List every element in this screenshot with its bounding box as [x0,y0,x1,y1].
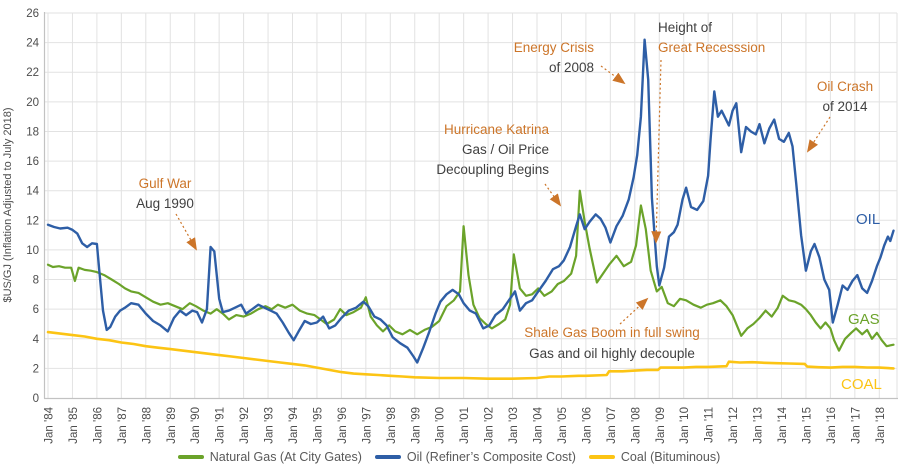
annotation-text-line: of 2014 [822,99,868,114]
annotation-arrow [651,59,662,244]
x-tick-label: Jan '01 [459,407,471,444]
x-tick-label: Jan '02 [484,407,496,444]
y-tick-label: 10 [26,245,39,257]
chart-legend: Natural Gas (At City Gates) Oil (Refiner’… [0,450,898,464]
annotation-arrow [619,297,649,325]
chart-canvas: COAL GAS OIL Gulf War Aug 1990 Hurricane Kat… [2,8,898,444]
x-tick-label: Jan '95 [312,407,324,444]
annotation-text-line: Shale Gas Boom in full swing [524,325,700,340]
x-tick-label: Jan '84 [44,406,56,443]
annotation-text-line: Energy Crisis [514,40,595,55]
annotation-text-line: Oil Crash [817,79,873,94]
x-tick-label: Jan '16 [826,407,838,444]
legend-swatch-gas [177,455,204,459]
y-tick-label: 22 [26,67,39,79]
x-tick-label: Jan '04 [533,406,545,443]
x-tick-label: Jan '08 [630,407,642,444]
x-tick-label: Jan '11 [704,407,716,443]
y-tick-label: 26 [26,8,39,20]
annotation-text-line: Decoupling Begins [436,162,549,177]
legend-item-coal: Coal (Bituminous) [588,450,721,464]
y-axis-title: $US/GJ (Inflation Adjusted to July 2018) [2,107,14,302]
x-tick-label: Jan '12 [728,407,740,444]
y-tick-label: 20 [26,97,39,109]
annotation-hurricane-katrina: Hurricane Katrina Gas / Oil Price Decoupli… [436,122,562,207]
legend-item-oil: Oil (Refiner’s Composite Cost) [374,450,576,464]
y-tick-label: 8 [33,275,39,287]
legend-label-oil: Oil (Refiner’s Composite Cost) [406,450,576,464]
y-tick-label: 0 [33,393,39,405]
x-tick-label: Jan '92 [239,407,251,444]
x-tick-label: Jan '17 [850,407,862,444]
x-tick-label: Jan '13 [753,407,765,444]
annotation-text-line: Great Recesssion [658,40,765,55]
oil-series-label: OIL [856,211,880,228]
x-tick-label: Jan '91 [215,407,227,444]
x-tick-label: Jan '09 [655,407,667,444]
series-lines: COAL GAS OIL [46,38,895,393]
y-tick-label: 4 [33,334,40,346]
legend-label-gas: Natural Gas (At City Gates) [209,450,362,464]
annotations: Gulf War Aug 1990 Hurricane Katrina Gas / O… [136,20,873,361]
x-tick-label: Jan '97 [361,407,373,444]
annotation-text-line: Aug 1990 [136,196,194,211]
annotation-arrow [806,116,831,153]
x-tick-label: Jan '90 [190,407,202,444]
x-tick-label: Jan '15 [801,407,813,444]
annotation-shale-gas-boom: Shale Gas Boom in full swing Gas and oil … [524,297,700,361]
annotation-gulf-war: Gulf War Aug 1990 [136,176,197,251]
x-tick-label: Jan '89 [166,407,178,444]
x-tick-label: Jan '99 [410,407,422,444]
annotation-oil-crash-2014: Oil Crash of 2014 [806,79,873,153]
legend-label-coal: Coal (Bituminous) [620,450,721,464]
annotation-text-line: Hurricane Katrina [444,122,550,137]
x-tick-label: Jan '93 [264,407,276,444]
annotation-text-line: Height of [658,20,712,35]
x-tick-label: Jan '88 [141,407,153,444]
x-tick-label: Jan '00 [435,407,447,444]
y-tick-label: 6 [33,304,39,316]
y-tick-label: 18 [26,126,39,138]
annotation-arrow [175,213,197,251]
x-tick-label: Jan '10 [679,407,691,444]
x-tick-label: Jan '98 [386,407,398,444]
legend-swatch-oil [374,455,401,459]
annotation-text-line: Gulf War [139,176,192,191]
x-tick-label: Jan '96 [337,407,349,444]
annotation-height-of-great-recession: Height of Great Recesssion [651,20,765,244]
y-tick-label: 14 [26,186,39,198]
gas-series-line [46,189,895,352]
annotation-text-line: Gas and oil highly decouple [529,346,695,361]
oil-series-line [46,38,895,364]
gas-series-label: GAS [848,311,880,328]
x-tick-label: Jan '86 [92,407,104,444]
legend-swatch-coal [588,455,615,459]
y-tick-label: 12 [26,215,39,227]
x-tick-label: Jan '87 [117,407,129,444]
legend-item-gas: Natural Gas (At City Gates) [177,450,362,464]
x-tick-label: Jan '85 [68,407,80,444]
x-tick-label: Jan '18 [875,407,887,444]
y-tick-label: 16 [26,156,39,168]
coal-series-label: COAL [841,376,882,393]
annotation-arrow [600,65,626,85]
annotation-energy-crisis-2008: Energy Crisis of 2008 [514,40,626,85]
x-tick-label: Jan '03 [508,407,520,444]
y-tick-label: 24 [26,38,39,50]
annotation-text-line: of 2008 [549,60,594,75]
x-tick-label: Jan '14 [777,406,789,443]
x-tick-label: Jan '06 [581,407,593,444]
coal-series-line [46,330,895,381]
x-tick-label: Jan '05 [557,407,569,444]
y-tick-label: 2 [33,363,39,375]
x-tick-label: Jan '94 [288,406,300,443]
annotation-text-line: Gas / Oil Price [462,142,549,157]
gridlines [43,11,898,400]
x-tick-label: Jan '07 [606,407,618,444]
annotation-arrow [544,183,562,207]
